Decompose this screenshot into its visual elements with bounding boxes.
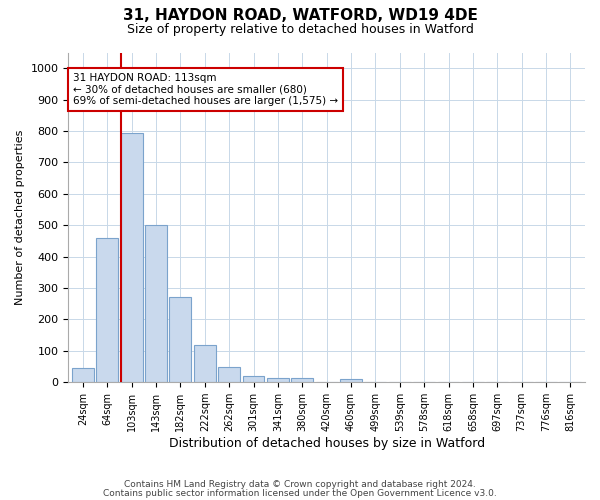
Bar (72, 368, 94, 382)
Text: Contains public sector information licensed under the Open Government Licence v3: Contains public sector information licen… (103, 489, 497, 498)
Y-axis label: Number of detached properties: Number of detached properties (15, 130, 25, 305)
Bar (267, 378, 289, 382)
Bar (242, 376, 265, 382)
Text: 31, HAYDON ROAD, WATFORD, WD19 4DE: 31, HAYDON ROAD, WATFORD, WD19 4DE (122, 8, 478, 22)
Text: 31 HAYDON ROAD: 113sqm
← 30% of detached houses are smaller (680)
69% of semi-de: 31 HAYDON ROAD: 113sqm ← 30% of detached… (73, 73, 338, 106)
Text: Contains HM Land Registry data © Crown copyright and database right 2024.: Contains HM Land Registry data © Crown c… (124, 480, 476, 489)
Bar (218, 366, 240, 382)
Bar (194, 344, 216, 382)
Text: Size of property relative to detached houses in Watford: Size of property relative to detached ho… (127, 22, 473, 36)
Bar (291, 378, 313, 382)
Bar (169, 298, 191, 382)
Bar (340, 379, 362, 382)
Bar (145, 225, 167, 382)
X-axis label: Distribution of detached houses by size in Watford: Distribution of detached houses by size … (169, 437, 485, 450)
Bar (121, 132, 143, 382)
Bar (97, 238, 118, 382)
